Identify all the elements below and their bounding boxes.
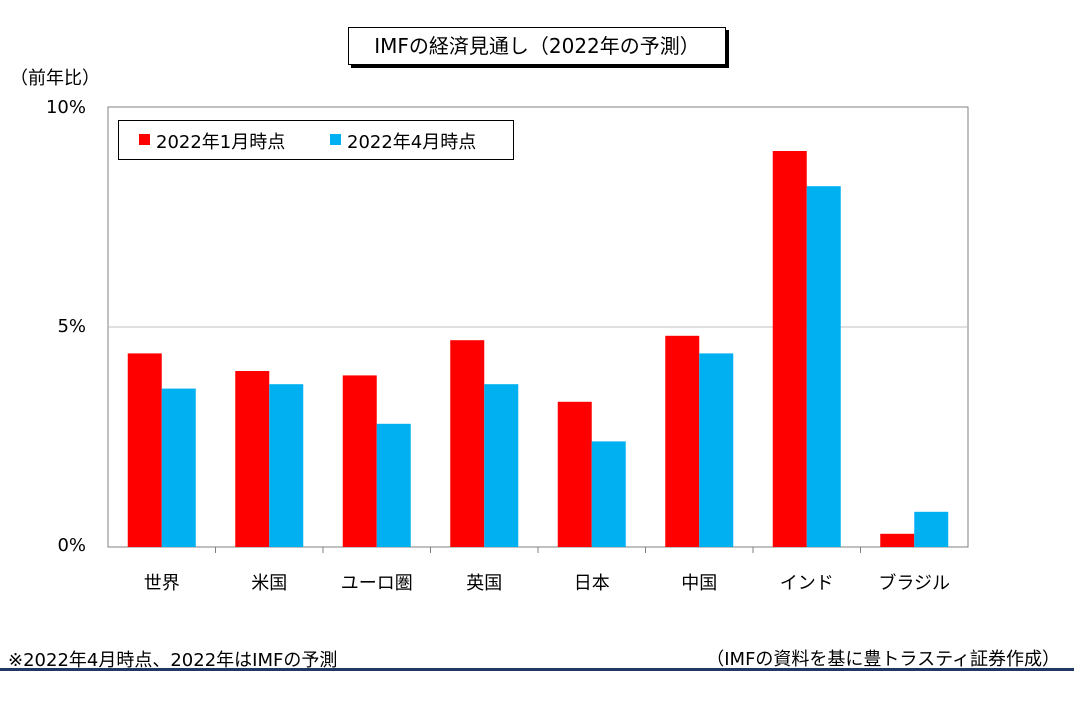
- x-tick-label: 中国: [681, 573, 718, 594]
- bar-jan-0: [127, 353, 162, 547]
- x-tick-label: 米国: [251, 573, 288, 594]
- legend-swatch-jan: [139, 134, 150, 145]
- y-axis-unit-label: （前年比）: [10, 68, 100, 89]
- x-axis-ticks: [215, 547, 861, 553]
- bar-jan-4: [557, 401, 592, 547]
- x-tick-label: 英国: [466, 573, 503, 594]
- bar-apr-4: [591, 441, 626, 547]
- bars-group: [127, 151, 949, 547]
- bar-jan-1: [235, 371, 270, 547]
- bar-jan-2: [342, 375, 377, 547]
- legend-swatch-apr: [330, 134, 341, 145]
- x-tick-label: 日本: [573, 573, 610, 594]
- bar-apr-0: [161, 388, 196, 547]
- x-tick-label: 世界: [143, 573, 180, 594]
- x-tick-label: ユーロ圏: [340, 573, 413, 594]
- x-tick-label: インド: [779, 573, 834, 594]
- bar-apr-3: [484, 384, 519, 547]
- bar-apr-5: [699, 353, 734, 547]
- bar-apr-1: [269, 384, 304, 547]
- x-tick-label: ブラジル: [878, 573, 951, 594]
- footnote: ※2022年4月時点、2022年はIMFの予測: [8, 650, 338, 671]
- y-tick-10: 10%: [45, 97, 86, 118]
- y-tick-5: 5%: [57, 316, 86, 337]
- chart-title: IMFの経済見通し（2022年の予測）: [348, 27, 726, 65]
- bar-jan-7: [880, 533, 915, 547]
- legend-label-apr: 2022年4月時点: [347, 132, 477, 153]
- source-note: （IMFの資料を基に豊トラスティ証券作成）: [706, 649, 1060, 670]
- bar-jan-6: [772, 151, 807, 547]
- bar-jan-3: [450, 340, 485, 547]
- legend-label-jan: 2022年1月時点: [156, 132, 286, 153]
- bar-jan-5: [665, 335, 700, 547]
- legend: 2022年1月時点 2022年4月時点: [118, 120, 514, 160]
- bar-apr-7: [914, 511, 949, 547]
- y-tick-0: 0%: [57, 535, 86, 556]
- bar-apr-2: [376, 423, 411, 547]
- bar-apr-6: [806, 186, 841, 547]
- footer-divider: [0, 668, 1074, 671]
